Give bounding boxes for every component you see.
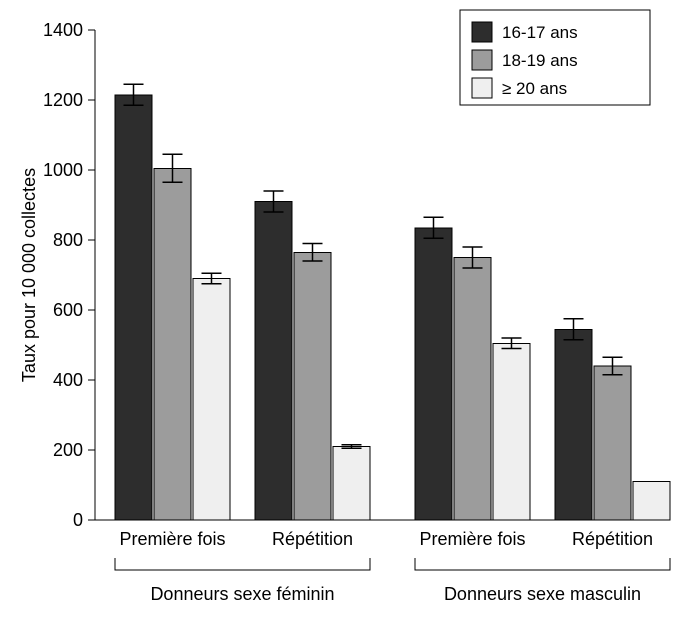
- legend-label: ≥ 20 ans: [502, 79, 567, 98]
- chart-container: 0 200 400 600 800 1000 1200 1400 Taux pour 10 00…: [0, 0, 675, 631]
- y-tick-label: 400: [53, 370, 83, 390]
- bar: [633, 482, 670, 521]
- y-tick-label: 0: [73, 510, 83, 530]
- legend-swatch: [472, 78, 492, 98]
- y-tick-label: 1000: [43, 160, 83, 180]
- legend-swatch: [472, 22, 492, 42]
- bar: [294, 252, 331, 520]
- legend-label: 16-17 ans: [502, 23, 578, 42]
- legend-label: 18-19 ans: [502, 51, 578, 70]
- x-category-label: Répétition: [572, 529, 653, 549]
- y-tick-label: 200: [53, 440, 83, 460]
- x-category-label: Répétition: [272, 529, 353, 549]
- bar: [333, 447, 370, 521]
- bar: [493, 343, 530, 520]
- y-tick-label: 600: [53, 300, 83, 320]
- x-category-label: Première fois: [419, 529, 525, 549]
- x-group-label: Donneurs sexe féminin: [150, 584, 334, 604]
- legend-swatch: [472, 50, 492, 70]
- bar: [255, 202, 292, 521]
- x-category-label: Première fois: [119, 529, 225, 549]
- bar: [454, 258, 491, 521]
- y-tick-label: 1400: [43, 20, 83, 40]
- bar-chart: 0 200 400 600 800 1000 1200 1400 Taux pour 10 00…: [0, 0, 675, 631]
- bar: [555, 329, 592, 520]
- y-axis-label: Taux pour 10 000 collectes: [19, 168, 39, 382]
- bar: [415, 228, 452, 520]
- bar: [115, 95, 152, 520]
- y-tick-label: 1200: [43, 90, 83, 110]
- bar: [154, 168, 191, 520]
- bar: [193, 279, 230, 521]
- bar: [594, 366, 631, 520]
- y-tick-label: 800: [53, 230, 83, 250]
- x-group-label: Donneurs sexe masculin: [444, 584, 641, 604]
